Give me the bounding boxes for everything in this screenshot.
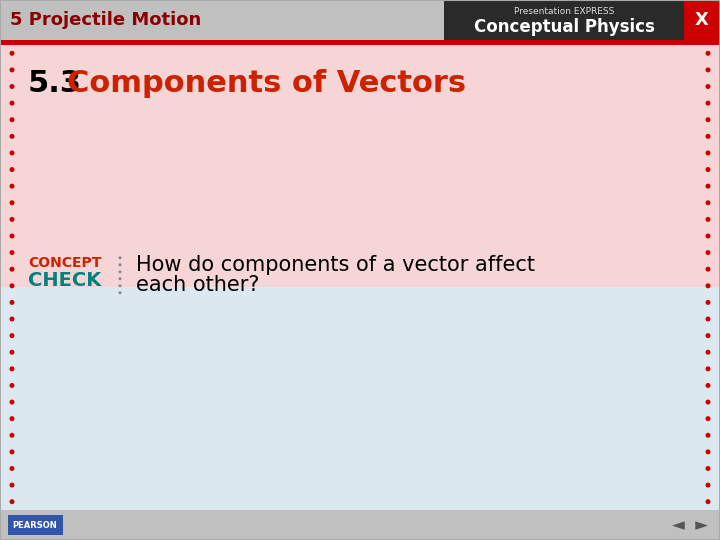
Text: Presentation EXPRESS: Presentation EXPRESS — [514, 6, 614, 16]
Circle shape — [706, 316, 711, 321]
Circle shape — [9, 300, 14, 305]
Circle shape — [706, 483, 711, 488]
Circle shape — [9, 134, 14, 139]
Text: ◄  ►: ◄ ► — [672, 516, 708, 534]
Circle shape — [706, 84, 711, 89]
Circle shape — [119, 278, 122, 280]
Circle shape — [9, 68, 14, 72]
Circle shape — [9, 449, 14, 454]
Text: each other?: each other? — [136, 275, 259, 295]
Text: 5.3: 5.3 — [28, 69, 82, 98]
Circle shape — [9, 383, 14, 388]
Circle shape — [119, 291, 122, 294]
Circle shape — [9, 416, 14, 421]
Circle shape — [9, 433, 14, 438]
Circle shape — [706, 449, 711, 454]
Bar — [0, 0, 720, 40]
Circle shape — [706, 233, 711, 239]
Circle shape — [706, 117, 711, 122]
Circle shape — [706, 184, 711, 188]
Circle shape — [119, 284, 122, 287]
Circle shape — [119, 271, 122, 273]
Circle shape — [706, 217, 711, 222]
Bar — [444, 0, 684, 40]
Circle shape — [119, 256, 122, 259]
Circle shape — [9, 167, 14, 172]
Circle shape — [706, 300, 711, 305]
Circle shape — [706, 499, 711, 504]
Circle shape — [706, 350, 711, 355]
Text: CONCEPT: CONCEPT — [28, 256, 102, 270]
Text: How do components of a vector affect: How do components of a vector affect — [136, 255, 535, 275]
Circle shape — [9, 466, 14, 471]
Bar — [0, 287, 720, 510]
Circle shape — [9, 233, 14, 239]
Circle shape — [706, 151, 711, 156]
Circle shape — [9, 117, 14, 122]
Circle shape — [706, 333, 711, 338]
Circle shape — [9, 333, 14, 338]
Circle shape — [9, 350, 14, 355]
Text: CHECK: CHECK — [28, 271, 102, 291]
Circle shape — [706, 284, 711, 288]
Circle shape — [706, 433, 711, 438]
Circle shape — [9, 284, 14, 288]
Bar — [684, 0, 720, 40]
Circle shape — [706, 100, 711, 106]
Circle shape — [9, 250, 14, 255]
Circle shape — [9, 366, 14, 372]
Circle shape — [706, 134, 711, 139]
Text: X: X — [695, 11, 709, 29]
Bar — [0, 40, 720, 45]
Circle shape — [9, 316, 14, 321]
Bar — [0, 510, 720, 540]
Circle shape — [706, 267, 711, 272]
Text: 5 Projectile Motion: 5 Projectile Motion — [10, 11, 202, 29]
Circle shape — [706, 416, 711, 421]
Circle shape — [9, 267, 14, 272]
Circle shape — [706, 366, 711, 372]
Circle shape — [9, 483, 14, 488]
Text: Conceptual Physics: Conceptual Physics — [474, 18, 654, 36]
Circle shape — [9, 217, 14, 222]
Circle shape — [706, 200, 711, 205]
Circle shape — [9, 184, 14, 188]
Text: PEARSON: PEARSON — [13, 521, 58, 530]
Circle shape — [706, 383, 711, 388]
Bar — [0, 45, 720, 287]
Circle shape — [706, 68, 711, 72]
Bar — [8, 515, 63, 535]
Circle shape — [9, 400, 14, 404]
Circle shape — [9, 100, 14, 106]
Circle shape — [706, 400, 711, 404]
Circle shape — [9, 51, 14, 56]
Circle shape — [9, 84, 14, 89]
Circle shape — [9, 151, 14, 156]
Circle shape — [706, 466, 711, 471]
Circle shape — [9, 200, 14, 205]
Circle shape — [706, 51, 711, 56]
Text: Components of Vectors: Components of Vectors — [67, 69, 466, 98]
Circle shape — [706, 250, 711, 255]
Circle shape — [119, 264, 122, 266]
Circle shape — [706, 167, 711, 172]
Circle shape — [9, 499, 14, 504]
